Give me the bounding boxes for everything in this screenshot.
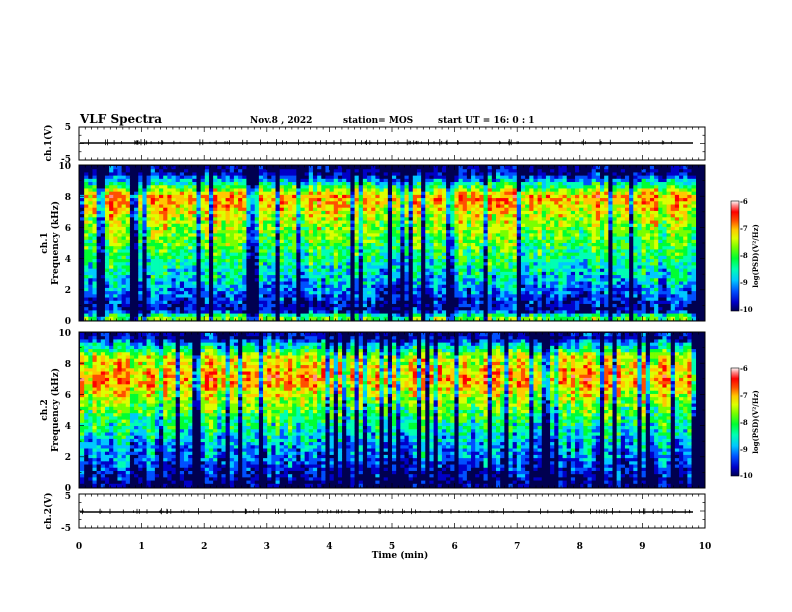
ch2-spectrogram-image bbox=[80, 333, 696, 487]
x-tick-0: 0 bbox=[76, 542, 82, 552]
ch1-colorbar-tick-6: -6 bbox=[740, 197, 748, 206]
x-tick-4: 4 bbox=[326, 542, 332, 552]
ch2-colorbar: -6 -7 -8 -9 -10 log(PSD)(V²/Hz) bbox=[731, 364, 760, 480]
ch2-freq-tick-10: 10 bbox=[58, 329, 71, 339]
ch1-spectrogram-image bbox=[80, 166, 696, 320]
ch2-colorbar-tick-8: -8 bbox=[740, 418, 748, 427]
x-tick-8: 8 bbox=[577, 542, 583, 552]
ch2-freq-tick-6: 6 bbox=[65, 391, 71, 401]
ch2-spectrogram-panel: ch.2 Frequency (kHz) bbox=[40, 332, 705, 488]
ch1-colorbar-tick-10: -10 bbox=[740, 305, 753, 314]
x-axis-label: Time (min) bbox=[372, 550, 429, 561]
ch2-colorbar-tick-9: -9 bbox=[740, 445, 748, 454]
ch1-freq-label: Frequency (kHz) bbox=[50, 201, 61, 285]
ch1-spec-channel-label: ch.1 bbox=[40, 232, 50, 253]
ch2-freq-tick-2: 2 bbox=[65, 453, 71, 463]
ch1-colorbar-tick-9: -9 bbox=[740, 278, 748, 287]
ch1-signal-tick-top: 5 bbox=[65, 123, 71, 133]
ch2-colorbar-tick-7: -7 bbox=[740, 391, 748, 400]
ch1-signal-ylabel: ch.1(V) bbox=[43, 125, 54, 162]
ch2-colorbar-tick-10: -10 bbox=[740, 471, 753, 480]
x-tick-6: 6 bbox=[451, 542, 457, 552]
ch1-colorbar-tick-7: -7 bbox=[740, 224, 748, 233]
ch1-colorbar-tick-8: -8 bbox=[740, 251, 748, 260]
ch2-signal-tick-bottom: -5 bbox=[61, 524, 71, 534]
x-tick-1: 1 bbox=[138, 542, 144, 552]
station-label: station= MOS bbox=[343, 116, 413, 126]
ch1-freq-tick-8: 8 bbox=[65, 193, 71, 203]
ch1-colorbar-label: log(PSD)(V²/Hz) bbox=[751, 224, 760, 288]
ch2-colorbar-label: log(PSD)(V²/Hz) bbox=[751, 390, 760, 454]
ch1-freq-tick-10: 10 bbox=[58, 162, 71, 172]
x-tick-2: 2 bbox=[201, 542, 207, 552]
ch2-freq-tick-0: 0 bbox=[65, 484, 71, 494]
date-label: Nov.8 , 2022 bbox=[250, 116, 312, 126]
start-time-label: start UT = 16: 0 : 1 bbox=[438, 116, 535, 126]
ch1-freq-tick-4: 4 bbox=[65, 255, 71, 265]
ch1-freq-tick-0: 0 bbox=[65, 317, 71, 327]
ch1-freq-tick-6: 6 bbox=[65, 224, 71, 234]
x-tick-9: 9 bbox=[639, 542, 645, 552]
ch1-colorbar: -6 -7 -8 -9 -10 log(PSD)(V²/Hz) bbox=[731, 197, 760, 314]
x-tick-7: 7 bbox=[514, 542, 520, 552]
ch2-freq-tick-4: 4 bbox=[65, 422, 71, 432]
ch2-signal-ylabel: ch.2(V) bbox=[43, 493, 54, 530]
ch2-signal-panel: 5 -5 ch.2(V) bbox=[43, 492, 705, 534]
ch1-signal-panel: 5 -5 ch.1(V) bbox=[43, 123, 705, 165]
ch2-freq-label: Frequency (kHz) bbox=[50, 368, 61, 452]
ch1-spectrogram-panel: ch.1 Frequency (kHz) bbox=[40, 165, 705, 321]
ch2-colorbar-tick-6: -6 bbox=[740, 364, 748, 373]
ch2-freq-tick-8: 8 bbox=[65, 360, 71, 370]
x-tick-10: 10 bbox=[699, 542, 712, 552]
figure-title: VLF Spectra bbox=[79, 112, 162, 126]
x-tick-3: 3 bbox=[264, 542, 270, 552]
ch2-spec-channel-label: ch.2 bbox=[40, 399, 50, 420]
ch1-freq-tick-2: 2 bbox=[65, 286, 71, 296]
